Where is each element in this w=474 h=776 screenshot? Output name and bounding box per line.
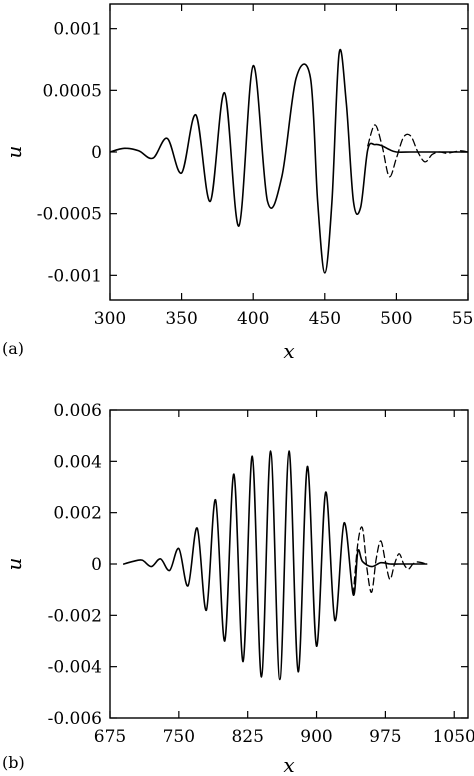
x-tick-label: 1050 [433,727,474,747]
y-tick-label: 0 [91,555,102,575]
y-axis-title: u [2,558,26,571]
y-tick-label: -0.0005 [37,205,102,225]
y-tick-label: -0.006 [48,709,102,729]
x-tick-label: 500 [380,309,412,329]
x-tick-label: 350 [165,309,197,329]
series-line-dashed [352,526,428,596]
x-tick-label: 675 [94,727,126,747]
panel-label: (b) [2,753,25,772]
x-tick-label: 825 [231,727,263,747]
x-tick-label: 900 [300,727,332,747]
x-tick-label: 550 [452,309,474,329]
y-tick-label: -0.001 [48,266,102,286]
x-tick-label: 975 [369,727,401,747]
y-tick-label: 0.001 [53,20,102,40]
y-tick-label: 0.004 [53,452,102,472]
x-tick-label: 450 [309,309,341,329]
y-tick-label: 0.002 [53,504,102,524]
x-axis-title: x [283,753,294,776]
y-tick-label: 0.006 [53,401,102,421]
x-tick-label: 750 [163,727,195,747]
x-tick-label: 300 [94,309,126,329]
x-axis-title: x [283,339,294,363]
chart-panel-a: 300 350 400 450 500 550 0.001 0.0005 0 -0.0005 -0.… [2,3,474,363]
y-tick-label: -0.002 [48,606,102,626]
series-line-dashed [367,124,468,178]
panel-label: (a) [2,339,24,358]
series-line-solid [110,48,468,274]
y-tick-label: 0 [91,143,102,163]
y-axis-title: u [2,146,26,159]
x-tick-label: 400 [237,309,269,329]
y-tick-label: -0.004 [48,658,102,678]
chart-panel-b: 675 750 825 900 975 1050 0.006 0.004 0.002 0 -0.00… [2,401,474,776]
series-line-solid [122,450,428,681]
y-tick-label: 0.0005 [43,81,102,101]
